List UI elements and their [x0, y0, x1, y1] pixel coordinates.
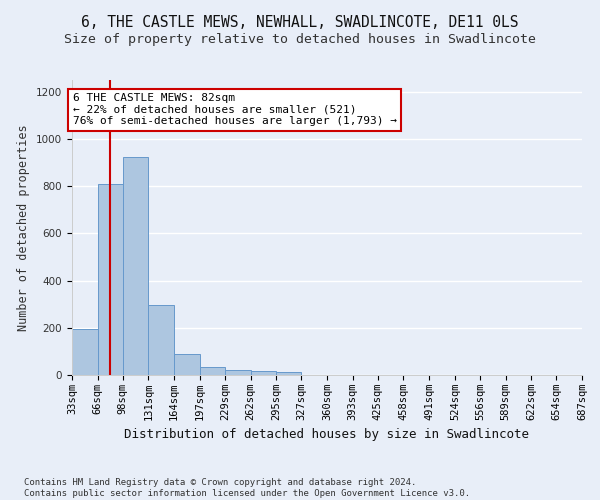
Y-axis label: Number of detached properties: Number of detached properties — [17, 124, 31, 331]
Text: 6, THE CASTLE MEWS, NEWHALL, SWADLINCOTE, DE11 0LS: 6, THE CASTLE MEWS, NEWHALL, SWADLINCOTE… — [81, 15, 519, 30]
Bar — [277, 372, 301, 375]
Text: Contains HM Land Registry data © Crown copyright and database right 2024.
Contai: Contains HM Land Registry data © Crown c… — [24, 478, 470, 498]
Bar — [148, 306, 174, 375]
Bar — [174, 354, 200, 375]
Text: Size of property relative to detached houses in Swadlincote: Size of property relative to detached ho… — [64, 32, 536, 46]
Bar — [225, 370, 251, 375]
Bar — [251, 371, 277, 375]
Text: 6 THE CASTLE MEWS: 82sqm
← 22% of detached houses are smaller (521)
76% of semi-: 6 THE CASTLE MEWS: 82sqm ← 22% of detach… — [73, 93, 397, 126]
Bar — [122, 156, 148, 375]
X-axis label: Distribution of detached houses by size in Swadlincote: Distribution of detached houses by size … — [125, 428, 530, 442]
Bar — [72, 329, 98, 375]
Bar — [200, 366, 225, 375]
Bar — [98, 184, 122, 375]
